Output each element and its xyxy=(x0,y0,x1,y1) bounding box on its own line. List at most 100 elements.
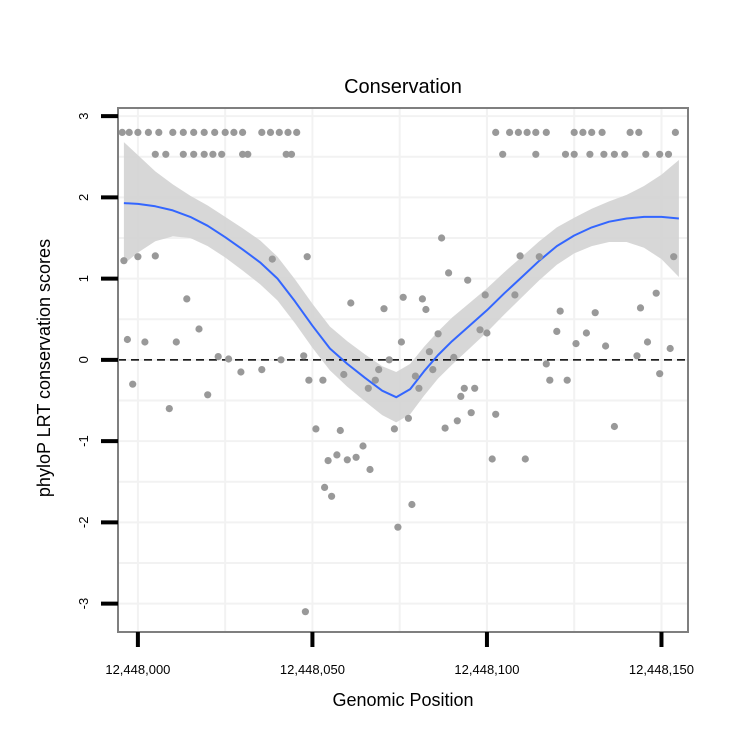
smooth-line-group xyxy=(123,202,679,399)
plot-frame xyxy=(117,107,689,633)
y-axis: -3 -2 -1 0 1 2 3 xyxy=(76,112,118,609)
data-point xyxy=(284,128,292,136)
data-point xyxy=(652,289,660,297)
data-point xyxy=(282,150,290,158)
data-point xyxy=(572,340,580,348)
data-point xyxy=(636,304,645,312)
data-point xyxy=(422,305,430,314)
data-point xyxy=(671,128,680,136)
data-point xyxy=(328,492,336,500)
data-point xyxy=(151,150,159,158)
data-point xyxy=(336,426,344,435)
data-point xyxy=(460,384,468,392)
data-point xyxy=(333,451,341,459)
data-point xyxy=(359,442,367,450)
data-point xyxy=(556,307,564,315)
data-point xyxy=(204,391,212,399)
data-point xyxy=(221,128,229,136)
x-tick-label: 12,448,150 xyxy=(629,662,694,677)
data-point xyxy=(563,376,571,384)
data-point xyxy=(666,344,674,353)
data-point xyxy=(445,269,453,277)
data-point xyxy=(141,338,149,346)
data-point xyxy=(535,253,543,261)
data-point xyxy=(415,384,423,392)
data-point xyxy=(394,523,402,531)
data-point xyxy=(300,352,308,360)
data-point xyxy=(600,150,608,158)
data-point xyxy=(172,338,180,346)
data-point xyxy=(364,384,372,392)
data-point xyxy=(488,455,496,463)
data-point xyxy=(542,128,550,136)
data-point xyxy=(429,366,437,374)
data-point xyxy=(570,128,578,136)
data-point xyxy=(664,150,673,158)
data-point xyxy=(656,150,664,158)
data-point xyxy=(598,128,606,136)
data-point xyxy=(218,150,226,158)
data-point xyxy=(275,128,283,136)
data-point xyxy=(476,326,484,334)
confidence-band-group xyxy=(123,142,679,423)
chart-title: Conservation xyxy=(344,76,462,98)
data-point xyxy=(586,150,594,158)
data-point xyxy=(321,483,329,491)
data-point xyxy=(225,355,233,363)
y-tick-label: 3 xyxy=(76,112,91,119)
data-point xyxy=(570,150,578,158)
data-point xyxy=(453,417,461,425)
data-point xyxy=(366,465,374,474)
points-group xyxy=(118,128,680,616)
data-point xyxy=(450,353,458,361)
data-point xyxy=(434,330,442,338)
data-point xyxy=(209,150,217,158)
data-point xyxy=(385,356,393,364)
y-tick-label: -2 xyxy=(76,517,91,529)
data-point xyxy=(165,405,173,413)
data-point xyxy=(239,150,247,158)
data-point xyxy=(425,348,433,356)
data-point xyxy=(670,253,678,261)
data-point xyxy=(155,128,163,136)
data-point xyxy=(441,424,449,432)
data-point xyxy=(200,150,208,158)
data-point xyxy=(464,276,472,284)
data-point xyxy=(582,329,591,337)
data-point xyxy=(621,150,629,158)
data-point xyxy=(258,128,266,136)
data-point xyxy=(481,291,489,299)
data-point xyxy=(305,376,313,384)
data-point xyxy=(499,150,507,158)
data-point xyxy=(553,327,561,335)
data-point xyxy=(179,128,187,136)
data-point xyxy=(375,366,383,374)
data-point xyxy=(347,299,355,307)
y-axis-label: phyloP LRT conservation scores xyxy=(34,239,54,497)
data-point xyxy=(214,353,222,361)
data-point xyxy=(588,128,596,136)
data-point xyxy=(239,128,247,136)
data-point xyxy=(656,370,664,378)
x-tick-label: 12,448,050 xyxy=(280,662,345,677)
y-tick-label: 0 xyxy=(76,356,91,363)
data-point xyxy=(635,128,643,136)
data-point xyxy=(492,410,500,418)
data-point xyxy=(438,234,446,242)
data-point xyxy=(390,425,398,433)
data-point xyxy=(268,255,276,263)
data-point xyxy=(118,128,126,136)
data-point xyxy=(457,392,465,400)
data-point xyxy=(467,409,475,417)
data-point xyxy=(266,128,275,136)
data-point xyxy=(230,128,238,136)
data-point xyxy=(506,128,514,136)
data-point xyxy=(183,295,191,303)
data-point xyxy=(277,356,285,364)
smooth-line xyxy=(123,202,679,399)
data-point xyxy=(200,128,208,136)
data-point xyxy=(144,128,152,136)
confidence-band xyxy=(123,142,679,423)
data-point xyxy=(343,456,351,464)
